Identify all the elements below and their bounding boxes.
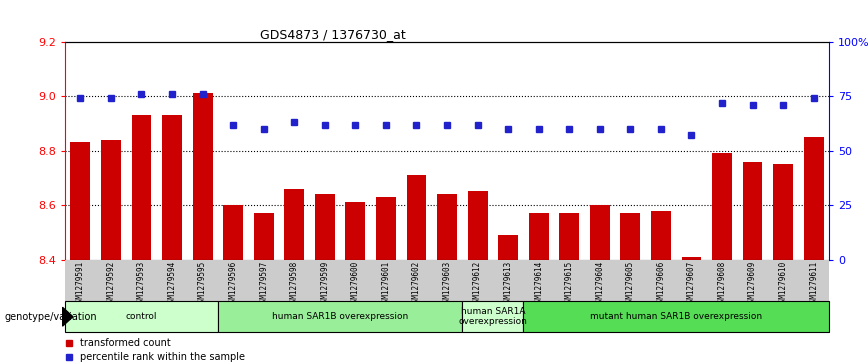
Text: GSM1279597: GSM1279597 (260, 260, 268, 307)
Bar (345, 203, 365, 260)
Bar (376, 197, 396, 260)
Bar (315, 194, 335, 260)
Text: percentile rank within the sample: percentile rank within the sample (80, 352, 246, 362)
Text: human SAR1A
overexpression: human SAR1A overexpression (458, 307, 527, 326)
Text: GSM1279595: GSM1279595 (198, 260, 207, 307)
Bar (743, 162, 762, 260)
Text: GSM1279598: GSM1279598 (290, 260, 299, 307)
Text: GSM1279591: GSM1279591 (76, 260, 85, 307)
Bar (193, 94, 213, 260)
Bar (712, 154, 732, 260)
Bar (70, 143, 90, 260)
Text: GSM1279610: GSM1279610 (779, 260, 787, 307)
Bar (523, 301, 829, 332)
Bar (223, 205, 243, 260)
Bar (681, 257, 701, 260)
Text: GSM1279614: GSM1279614 (534, 260, 543, 307)
Bar (590, 205, 609, 260)
Text: GSM1279602: GSM1279602 (412, 260, 421, 307)
Bar (651, 211, 671, 260)
Text: GSM1279611: GSM1279611 (809, 260, 819, 307)
Text: genotype/variation: genotype/variation (4, 311, 97, 322)
Text: GSM1279612: GSM1279612 (473, 260, 482, 307)
Text: GSM1279607: GSM1279607 (687, 260, 696, 307)
Text: control: control (126, 312, 157, 321)
Text: GSM1279596: GSM1279596 (228, 260, 238, 307)
Bar (218, 301, 463, 332)
Text: GSM1279615: GSM1279615 (565, 260, 574, 307)
Text: GSM1279594: GSM1279594 (168, 260, 176, 307)
Bar (406, 175, 426, 260)
Text: GSM1279606: GSM1279606 (656, 260, 666, 307)
Bar (559, 213, 579, 260)
Bar (468, 192, 488, 260)
Bar (101, 140, 121, 260)
Text: GSM1279604: GSM1279604 (595, 260, 604, 307)
Text: GSM1279593: GSM1279593 (137, 260, 146, 307)
Bar (285, 189, 304, 260)
Bar (162, 115, 182, 260)
Text: GSM1279613: GSM1279613 (503, 260, 513, 307)
Text: GSM1279609: GSM1279609 (748, 260, 757, 307)
Title: GDS4873 / 1376730_at: GDS4873 / 1376730_at (260, 28, 405, 41)
Bar (529, 213, 549, 260)
Text: mutant human SAR1B overexpression: mutant human SAR1B overexpression (590, 312, 762, 321)
Bar (804, 137, 824, 260)
Text: GSM1279605: GSM1279605 (626, 260, 635, 307)
Bar (132, 115, 151, 260)
Bar (498, 235, 518, 260)
Bar (253, 213, 273, 260)
Text: GSM1279592: GSM1279592 (107, 260, 115, 307)
Text: GSM1279608: GSM1279608 (718, 260, 727, 307)
Text: GSM1279601: GSM1279601 (381, 260, 391, 307)
Bar (437, 194, 457, 260)
Bar (65, 301, 218, 332)
Text: GSM1279600: GSM1279600 (351, 260, 360, 307)
Polygon shape (62, 307, 73, 326)
Bar (773, 164, 793, 260)
Bar (621, 213, 641, 260)
Text: GSM1279599: GSM1279599 (320, 260, 329, 307)
Text: human SAR1B overexpression: human SAR1B overexpression (272, 312, 408, 321)
Text: transformed count: transformed count (80, 338, 171, 348)
Text: GSM1279603: GSM1279603 (443, 260, 451, 307)
Bar (463, 301, 523, 332)
